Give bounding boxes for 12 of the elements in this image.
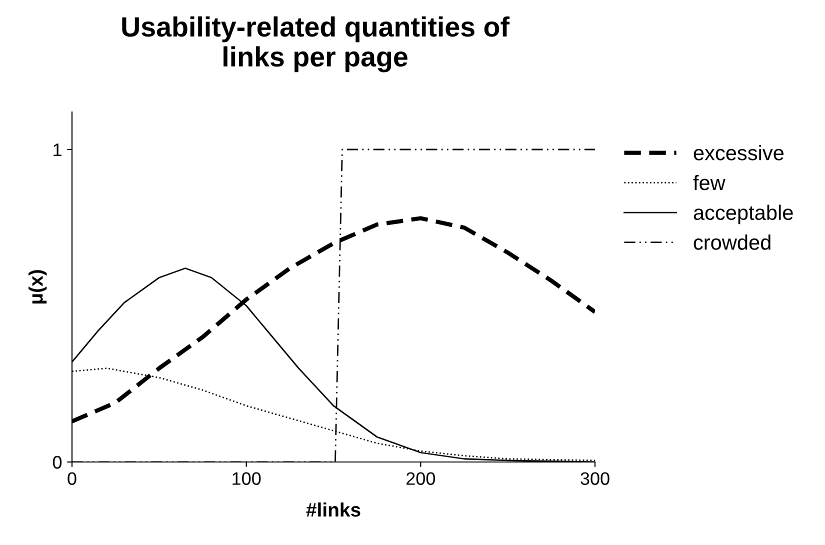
x-tick-label: 0 <box>68 472 76 485</box>
y-axis-title: μ(x) <box>28 270 47 304</box>
x-tick-label: 200 <box>406 472 436 485</box>
x-tick-label: 300 <box>580 472 610 485</box>
legend-label: few <box>693 174 726 190</box>
legend-label: acceptable <box>694 204 793 224</box>
x-tick-label: 100 <box>232 472 261 485</box>
legend-label: excessive <box>694 145 784 160</box>
x-axis-title: #links <box>306 502 360 517</box>
legend-label: crowded <box>694 234 770 250</box>
y-tick-label: 1 <box>54 144 62 156</box>
chart-title: Usability-related quantities of links per page <box>122 16 510 72</box>
